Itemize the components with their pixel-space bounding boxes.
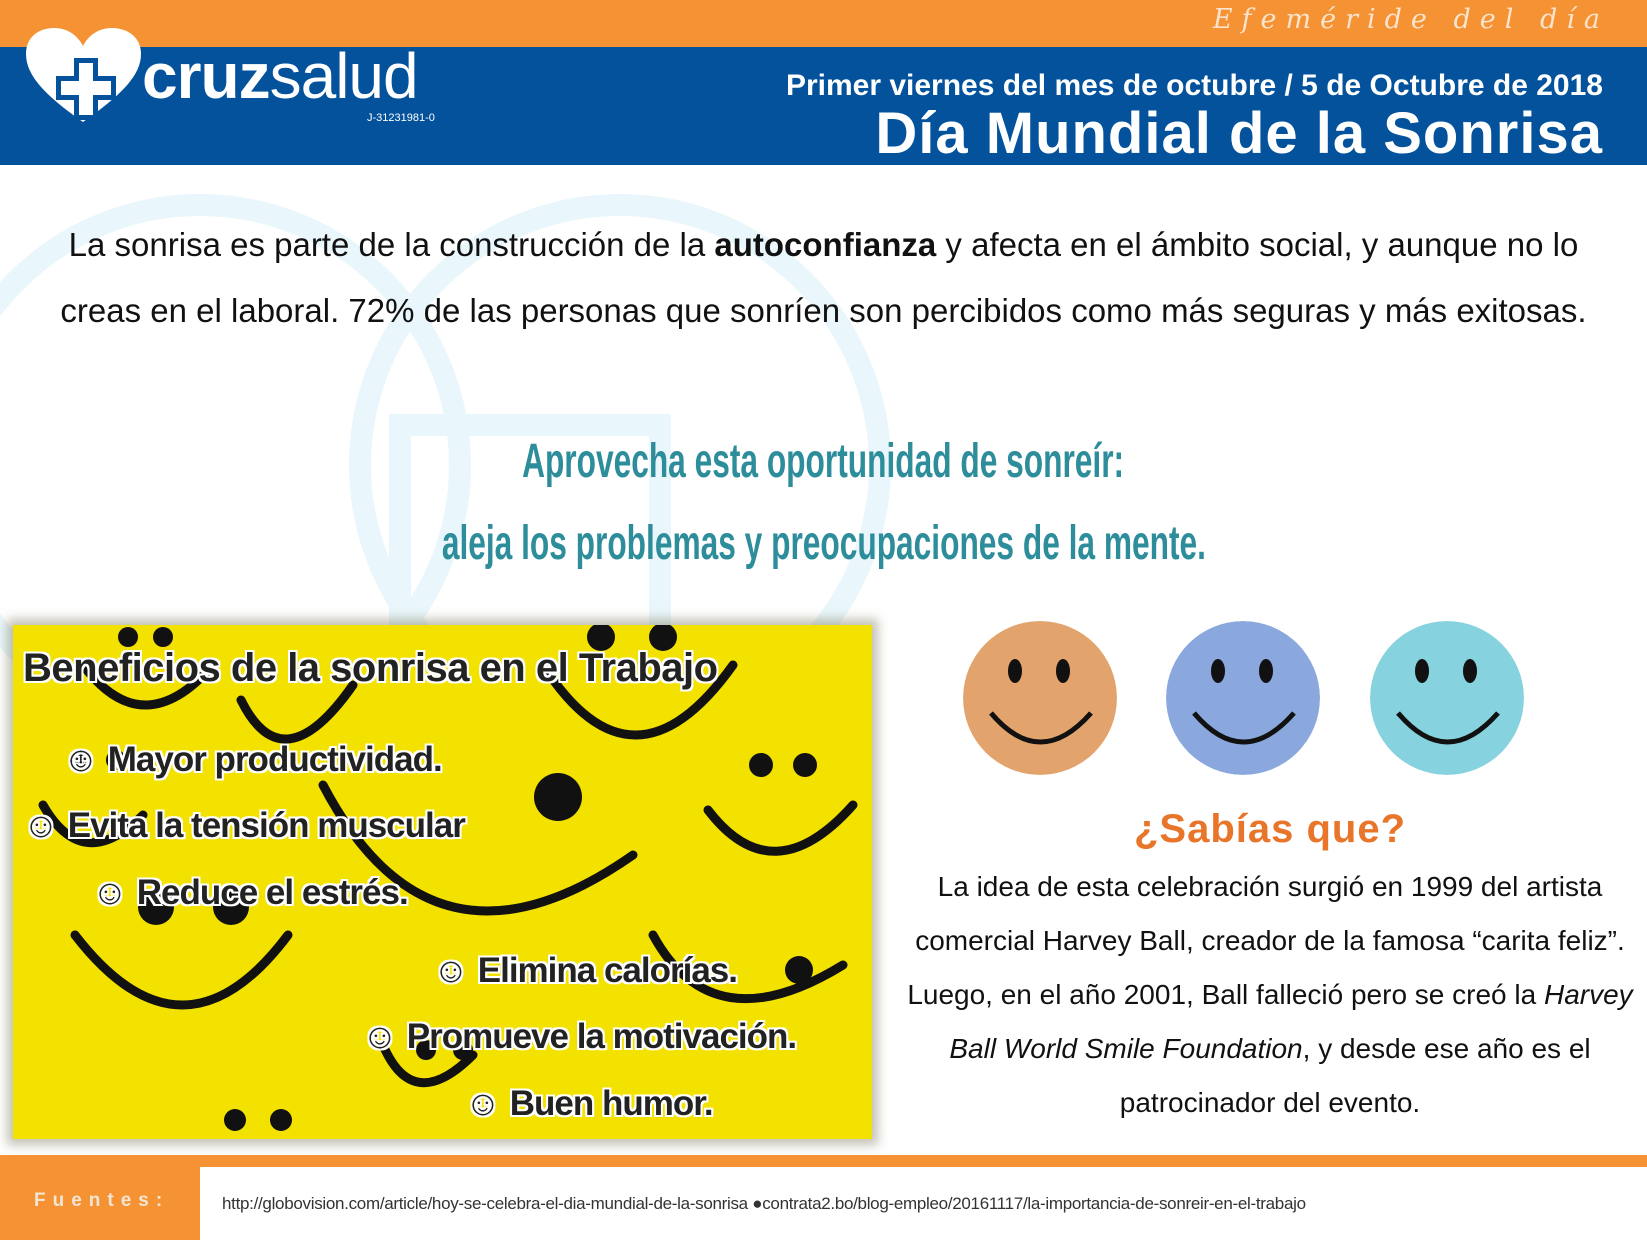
benefit-item: ☺ Promueve la motivación. (362, 1017, 797, 1056)
callout-line-1: Aprovecha esta oportunidad de sonreír: (522, 435, 1125, 488)
benefit-item: ☺ Evita la tensión muscular (23, 806, 466, 845)
orange-smiley-icon (963, 621, 1117, 775)
smiley-icon: ☺ (63, 740, 99, 779)
logo-wordmark: cruzsalud (142, 40, 419, 112)
sources-links[interactable]: http://globovision.com/article/hoy-se-ce… (222, 1194, 1306, 1213)
benefit-item: ☺ Mayor productividad. (63, 740, 443, 779)
benefit-item: ☺ Reduce el estrés. (92, 873, 409, 912)
callout-line-2: aleja los problemas y preocupaciones de … (441, 517, 1206, 570)
benefits-title: Beneficios de la sonrisa en el Trabajo (23, 646, 718, 690)
top-orange-band (0, 0, 1647, 47)
ribbon-text: Efeméride del día (1212, 4, 1609, 35)
logo-id: J-31231981-0 (367, 112, 435, 124)
teal-smiley-icon (1370, 621, 1524, 775)
fact-heading: ¿Sabías que? (1133, 807, 1407, 851)
sources-label: Fuentes: (34, 1190, 170, 1211)
smiley-pattern (38, 625, 858, 1131)
smiley-icon: ☺ (23, 806, 59, 845)
intro-paragraph: La sonrisa es parte de la construcción d… (60, 226, 1587, 329)
benefit-item: ☺ Buen humor. (465, 1084, 714, 1123)
page-title: Día Mundial de la Sonrisa (875, 101, 1603, 166)
smiley-icon: ☺ (362, 1017, 398, 1056)
date-subtitle: Primer viernes del mes de octubre / 5 de… (785, 69, 1603, 102)
heart-cross-logo-icon (26, 28, 141, 122)
blue-smiley-icon (1166, 621, 1320, 775)
footer-sources-area (200, 1167, 1647, 1240)
smiley-icon: ☺ (465, 1084, 501, 1123)
benefit-item: ☺ Elimina calorías. (433, 951, 738, 990)
smiley-icon: ☺ (92, 873, 128, 912)
benefits-panel: Beneficios de la sonrisa en el Trabajo ☺… (13, 625, 872, 1139)
fact-paragraph: La idea de esta celebración surgió en 19… (907, 871, 1633, 1118)
header-band (0, 47, 1647, 165)
smiley-icon: ☺ (433, 951, 469, 990)
